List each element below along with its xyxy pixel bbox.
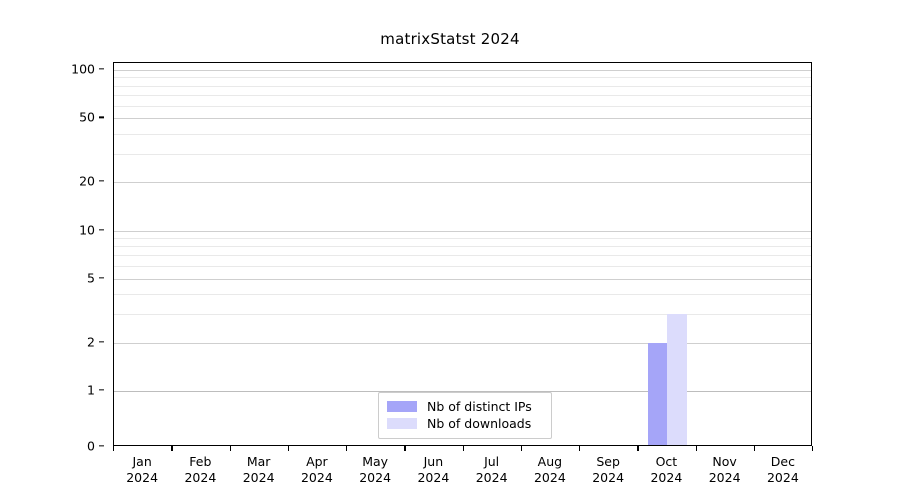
x-axis-tick-year: 2024 (242, 470, 275, 485)
x-axis-tick-year: 2024 (300, 470, 333, 485)
gridline (114, 94, 811, 96)
y-axis-tick-label: 2 (87, 334, 95, 350)
x-axis-tick-mark (462, 446, 464, 451)
y-axis-tick-label: 50 (79, 109, 95, 125)
x-axis-tick-month: Apr (306, 454, 328, 469)
x-axis-tick-label: Aug 2024 (534, 454, 566, 486)
x-axis-tick-mark (113, 446, 115, 451)
x-axis-tick-year: 2024 (475, 470, 508, 485)
x-axis-tick-label: Dec 2024 (767, 454, 799, 486)
x-axis-tick-month: Jun (423, 454, 444, 469)
x-axis-tick-label: Oct 2024 (650, 454, 682, 486)
y-axis-tick-label: 20 (79, 173, 95, 189)
x-axis-tick-label: Jul 2024 (476, 454, 508, 486)
y-axis-tick-mark (99, 389, 104, 391)
x-axis-tick-year: 2024 (592, 470, 625, 485)
x-axis-tick-label: Apr 2024 (301, 454, 333, 486)
gridline (114, 314, 811, 316)
gridline-baseline (114, 391, 811, 392)
x-axis-tick-label: Jun 2024 (417, 454, 449, 486)
x-axis-tick-year: 2024 (650, 470, 683, 485)
x-axis-tick-year: 2024 (533, 470, 566, 485)
x-axis-tick-mark (753, 446, 756, 451)
y-axis: 100 50 20 10 5 2 1 0 (0, 0, 113, 500)
x-axis-tick-month: Mar (246, 454, 271, 469)
x-axis-tick-label: Mar 2024 (243, 454, 275, 486)
x-axis-tick-year: 2024 (126, 470, 159, 485)
chart-legend: Nb of distinct IPs Nb of downloads (378, 392, 552, 439)
legend-label-downloads: Nb of downloads (427, 416, 532, 431)
gridline (114, 255, 811, 257)
x-axis-tick-label: Sep 2024 (592, 454, 624, 486)
gridline (114, 230, 811, 232)
bar[interactable] (647, 342, 668, 445)
gridline (114, 278, 811, 280)
x-axis-tick-month: Jan (132, 454, 152, 469)
gridline (114, 85, 811, 87)
x-axis-tick-month: Dec (770, 454, 795, 469)
y-axis-tick-mark (99, 68, 104, 70)
x-axis-tick-year: 2024 (766, 470, 799, 485)
x-axis-tick-label: Jan 2024 (126, 454, 158, 486)
y-axis-tick-mark (99, 445, 104, 447)
y-axis-tick-label: 0 (87, 438, 95, 454)
gridline (114, 133, 811, 135)
gridline (114, 70, 811, 71)
x-axis-tick-mark (404, 446, 406, 451)
x-axis-tick-year: 2024 (359, 470, 392, 485)
y-axis-tick-mark (99, 180, 104, 182)
gridline (114, 342, 811, 344)
x-axis-tick-label: May 2024 (359, 454, 391, 486)
x-axis-tick-month: Feb (189, 454, 212, 469)
legend-item[interactable]: Nb of downloads (387, 415, 543, 432)
gridline (114, 105, 811, 107)
legend-label-distinct-ips: Nb of distinct IPs (427, 399, 532, 414)
x-axis-tick-mark (579, 446, 581, 451)
x-axis-tick-label: Nov 2024 (709, 454, 741, 486)
legend-swatch-downloads (387, 418, 417, 429)
x-axis-tick-mark (171, 446, 173, 451)
chart-title: matrixStatst 2024 (380, 30, 520, 48)
y-axis-tick-mark (99, 341, 104, 343)
gridline (114, 118, 811, 120)
x-axis: Jan 2024 Feb 2024 Mar 2024 Apr 2024 May 2024 Jun 20… (0, 446, 900, 500)
x-axis-tick-month: Oct (655, 454, 678, 469)
gridline (114, 237, 811, 239)
legend-swatch-distinct-ips (387, 401, 417, 412)
y-axis-tick-label: 100 (71, 61, 95, 77)
gridline (114, 246, 811, 248)
x-axis-tick-month: May (362, 454, 389, 469)
gridline (114, 153, 811, 155)
y-axis-tick-mark (99, 228, 104, 231)
x-axis-tick-mark (637, 446, 639, 451)
x-axis-tick-mark (346, 446, 348, 451)
gridline (114, 77, 811, 79)
gridline (114, 182, 811, 184)
x-axis-tick-mark (520, 446, 523, 451)
y-axis-tick-label: 10 (79, 222, 95, 237)
y-axis-tick-mark (99, 277, 104, 279)
x-axis-tick-label: Feb 2024 (184, 454, 216, 486)
x-axis-tick-year: 2024 (708, 470, 741, 485)
x-axis-tick-mark (812, 446, 814, 451)
y-axis-tick-mark (99, 116, 104, 118)
legend-item[interactable]: Nb of distinct IPs (387, 398, 543, 415)
x-axis-tick-year: 2024 (184, 470, 217, 485)
x-axis-tick-mark (695, 446, 697, 451)
plot-area (113, 62, 812, 446)
x-axis-tick-mark (229, 446, 231, 451)
gridline (114, 294, 811, 296)
gridline (114, 266, 811, 268)
x-axis-tick-month: Sep (596, 454, 620, 469)
bar[interactable] (667, 314, 687, 445)
x-axis-tick-month: Aug (537, 454, 563, 469)
x-axis-tick-month: Nov (712, 454, 737, 469)
x-axis-tick-month: Jul (484, 454, 500, 469)
y-axis-tick-label: 5 (87, 270, 95, 286)
y-axis-tick-label: 1 (87, 382, 95, 398)
x-axis-tick-mark (287, 446, 290, 451)
x-axis-tick-year: 2024 (417, 470, 450, 485)
